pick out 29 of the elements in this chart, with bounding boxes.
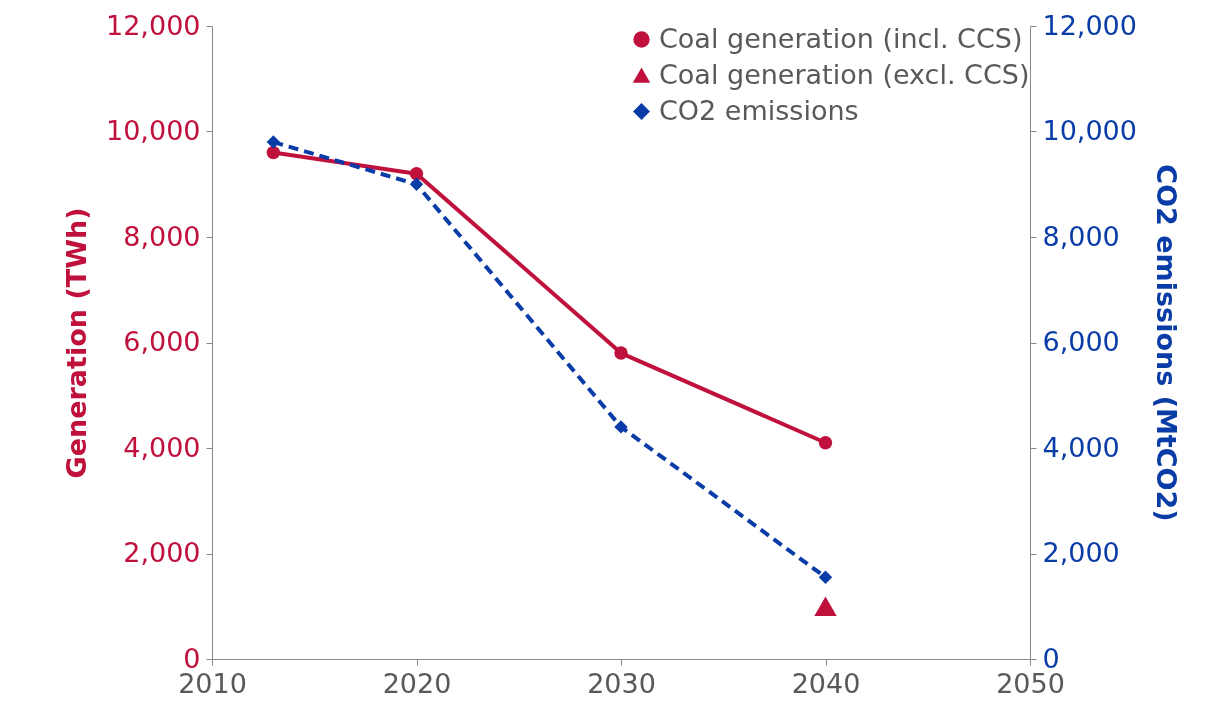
point: [814, 596, 837, 616]
point: [614, 346, 628, 360]
point: [409, 177, 424, 191]
point: [614, 420, 628, 434]
y-tick-label: 12,000: [106, 9, 201, 41]
y2-tick-label: 2,000: [1042, 537, 1120, 568]
x-tick-label: 2030: [587, 667, 656, 699]
y2-tick-label: 8,000: [1042, 220, 1120, 252]
y-tick-label: 8,000: [123, 220, 201, 252]
y-tick-label: 6,000: [123, 326, 201, 357]
y-axis-title: Generation (TWh): [61, 207, 93, 479]
legend-label: Coal generation (incl. CCS): [659, 22, 1023, 54]
x-tick-label: 2040: [791, 667, 861, 699]
y2-tick-label: 10,000: [1042, 115, 1137, 146]
point: [266, 135, 281, 149]
y2-axis-title: CO2 emissions (MtCO2): [1150, 164, 1182, 522]
y-tick-label: 2,000: [123, 537, 201, 568]
point: [818, 436, 833, 450]
x-tick-label: 2020: [382, 667, 452, 699]
legend-label: Coal generation (excl. CCS): [659, 58, 1030, 90]
y-tick-label: 10,000: [106, 115, 201, 146]
y2-tick-label: 6,000: [1042, 326, 1120, 357]
point: [818, 570, 833, 584]
point: [409, 167, 424, 181]
y2-tick-label: 4,000: [1042, 431, 1120, 463]
y2-tick-label: 12,000: [1042, 9, 1137, 41]
y-tick-label: 4,000: [123, 431, 201, 463]
legend-label: CO2 emissions: [659, 94, 859, 126]
point: [266, 145, 281, 160]
